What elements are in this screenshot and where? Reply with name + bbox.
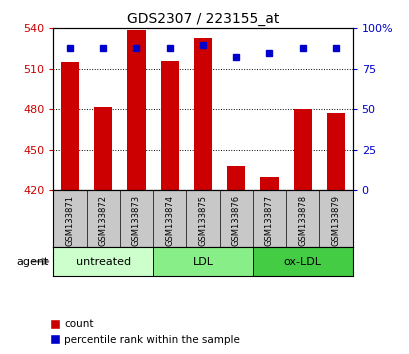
Bar [94, 107, 112, 190]
Text: agent: agent [17, 257, 49, 267]
Text: GSM133873: GSM133873 [132, 195, 141, 246]
Bar [61, 62, 79, 190]
Text: GSM133875: GSM133875 [198, 195, 207, 246]
Bar [153, 247, 252, 276]
Bar [193, 38, 211, 190]
Title: GDS2307 / 223155_at: GDS2307 / 223155_at [126, 12, 279, 26]
Bar [252, 247, 352, 276]
Bar [160, 61, 178, 190]
Bar [293, 109, 311, 190]
Text: untreated: untreated [75, 257, 130, 267]
Text: ox-LDL: ox-LDL [283, 257, 321, 267]
Text: GSM133879: GSM133879 [330, 195, 339, 246]
Text: GSM133877: GSM133877 [264, 195, 273, 246]
Bar [227, 166, 245, 190]
Text: GSM133871: GSM133871 [65, 195, 74, 246]
Text: GSM133874: GSM133874 [165, 195, 174, 246]
Bar [260, 177, 278, 190]
Bar [326, 113, 344, 190]
Text: GSM133878: GSM133878 [297, 195, 306, 246]
Bar [53, 247, 153, 276]
Text: LDL: LDL [192, 257, 213, 267]
Text: GSM133872: GSM133872 [99, 195, 108, 246]
Bar [127, 30, 145, 190]
Legend: count, percentile rank within the sample: count, percentile rank within the sample [46, 315, 243, 349]
Text: GSM133876: GSM133876 [231, 195, 240, 246]
